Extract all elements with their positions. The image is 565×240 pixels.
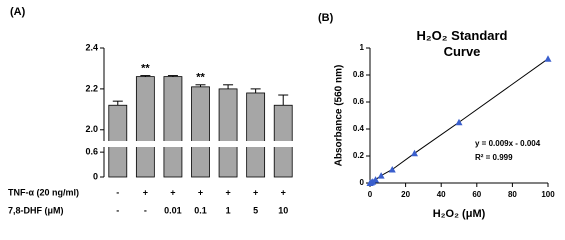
point xyxy=(377,172,385,179)
y-tick-label: 0 xyxy=(360,178,365,187)
x-tick-label: 60 xyxy=(472,190,481,199)
treatment-value: + xyxy=(198,187,203,197)
treatment-value: 0.01 xyxy=(164,205,182,215)
point xyxy=(411,149,418,157)
axis-break xyxy=(98,141,299,147)
treatment-value: 1 xyxy=(226,205,231,215)
y-tick-label: 2.0 xyxy=(85,124,98,134)
x-tick-label: 20 xyxy=(401,190,410,199)
significance: ** xyxy=(141,63,150,75)
y-tick-label: 0.4 xyxy=(353,124,365,133)
bar xyxy=(135,76,155,178)
y-tick-label: 0 xyxy=(93,171,98,181)
x-tick-label: 40 xyxy=(437,190,446,199)
treatment-value: + xyxy=(143,187,148,197)
y-tick-label: 0.6 xyxy=(85,147,98,157)
x-tick-label: 0 xyxy=(368,190,373,199)
treatment-value: - xyxy=(144,205,147,215)
annotation: R² = 0.999 xyxy=(475,153,513,162)
point xyxy=(455,118,463,126)
x-tick-label: 80 xyxy=(508,190,517,199)
treatment-value: - xyxy=(116,187,119,197)
y-axis-label: Absorbance (560 nm) xyxy=(334,65,345,167)
treatment-value: + xyxy=(225,187,230,197)
annotation: y = 0.009x - 0.004 xyxy=(475,139,541,148)
chart-title: H₂O₂ Standard Curve xyxy=(416,28,508,59)
x-tick-label: 100 xyxy=(541,190,555,199)
treatment-label: 7,8-DHF (μM) xyxy=(8,205,64,215)
y-tick-label: 0.2 xyxy=(353,151,365,160)
treatment-label: TNF-α (20 ng/ml) xyxy=(8,187,79,197)
figure: (A) 2.0 2.2 2.4 0 0.6- - ** + - +0.01 ** +0.1 +1 +5 +10… xyxy=(8,5,556,220)
x-axis-label: H₂O₂ (μM) xyxy=(433,208,486,220)
treatment-value: 10 xyxy=(278,205,288,215)
treatment-value: - xyxy=(116,205,119,215)
point xyxy=(372,176,380,183)
treatment-value: + xyxy=(253,187,258,197)
panel-label: (A) xyxy=(10,6,26,18)
y-tick-label: 2.2 xyxy=(85,83,98,93)
treatment-value: 5 xyxy=(253,205,258,215)
bar xyxy=(218,88,238,178)
bar xyxy=(163,76,183,178)
panel-label: (B) xyxy=(318,12,334,24)
y-tick-label: 2.4 xyxy=(85,42,98,52)
point xyxy=(388,166,396,173)
y-tick-label: 0.8 xyxy=(353,70,365,79)
treatment-value: + xyxy=(170,187,175,197)
treatment-value: + xyxy=(281,187,286,197)
significance: ** xyxy=(196,72,205,84)
chart: (A)2.02.22.400.6--**+-+0.01**+0.1+1+5+10… xyxy=(8,6,555,220)
bar xyxy=(246,92,266,178)
treatment-value: 0.1 xyxy=(194,205,207,215)
y-tick-label: 0.6 xyxy=(353,97,365,106)
y-tick-label: 1 xyxy=(360,43,365,52)
bar xyxy=(191,86,210,178)
point xyxy=(544,55,552,62)
